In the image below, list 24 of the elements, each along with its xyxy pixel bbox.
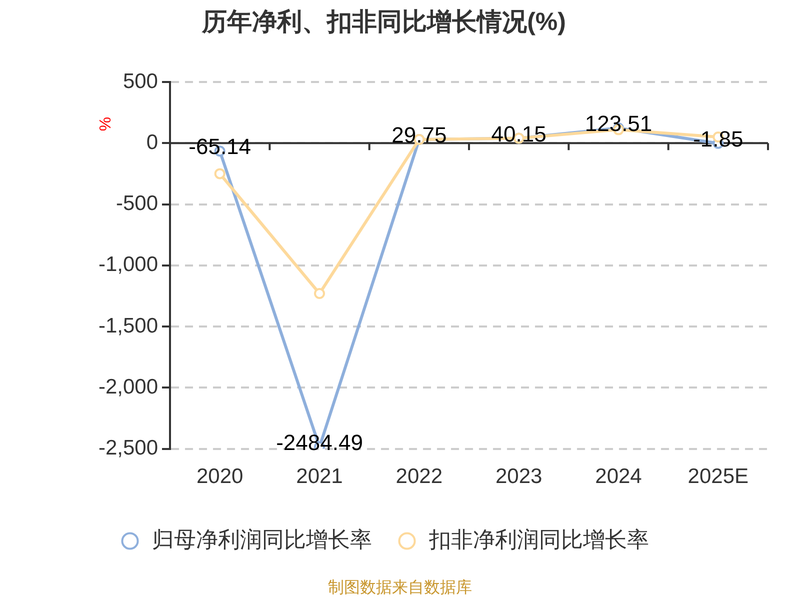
x-tick-label: 2021: [296, 465, 343, 488]
data-label: 123.51: [584, 111, 652, 136]
legend-label: 归母净利润同比增长率: [152, 527, 372, 552]
y-tick-label: -1,500: [98, 314, 158, 338]
point: [314, 288, 325, 300]
y-tick-label: -2,000: [98, 375, 158, 398]
point: [214, 168, 226, 180]
data-label: 40.15: [491, 121, 546, 146]
y-tick-label: 0: [146, 130, 158, 154]
y-tick-label: -2,500: [98, 436, 158, 460]
x-tick-label: 2025E: [688, 465, 749, 488]
legend-label: 扣非净利润同比增长率: [428, 527, 649, 552]
x-tick-label: 2022: [396, 465, 443, 488]
data-label: 29.75: [392, 122, 447, 148]
chart-title: 历年净利、扣非同比增长情况(%): [201, 8, 566, 36]
y-tick-label: -500: [116, 192, 158, 216]
x-tick-label: 2023: [495, 465, 542, 488]
y-tick-label: 500: [122, 70, 158, 93]
x-tick-label: 2020: [196, 465, 244, 488]
y-axis-title: %: [97, 116, 114, 132]
data-label: -2484.49: [276, 430, 363, 455]
x-tick-label: 2024: [595, 465, 642, 488]
y-tick-label: -1,000: [98, 253, 158, 276]
text: 制图数据来自数据库: [328, 578, 472, 596]
